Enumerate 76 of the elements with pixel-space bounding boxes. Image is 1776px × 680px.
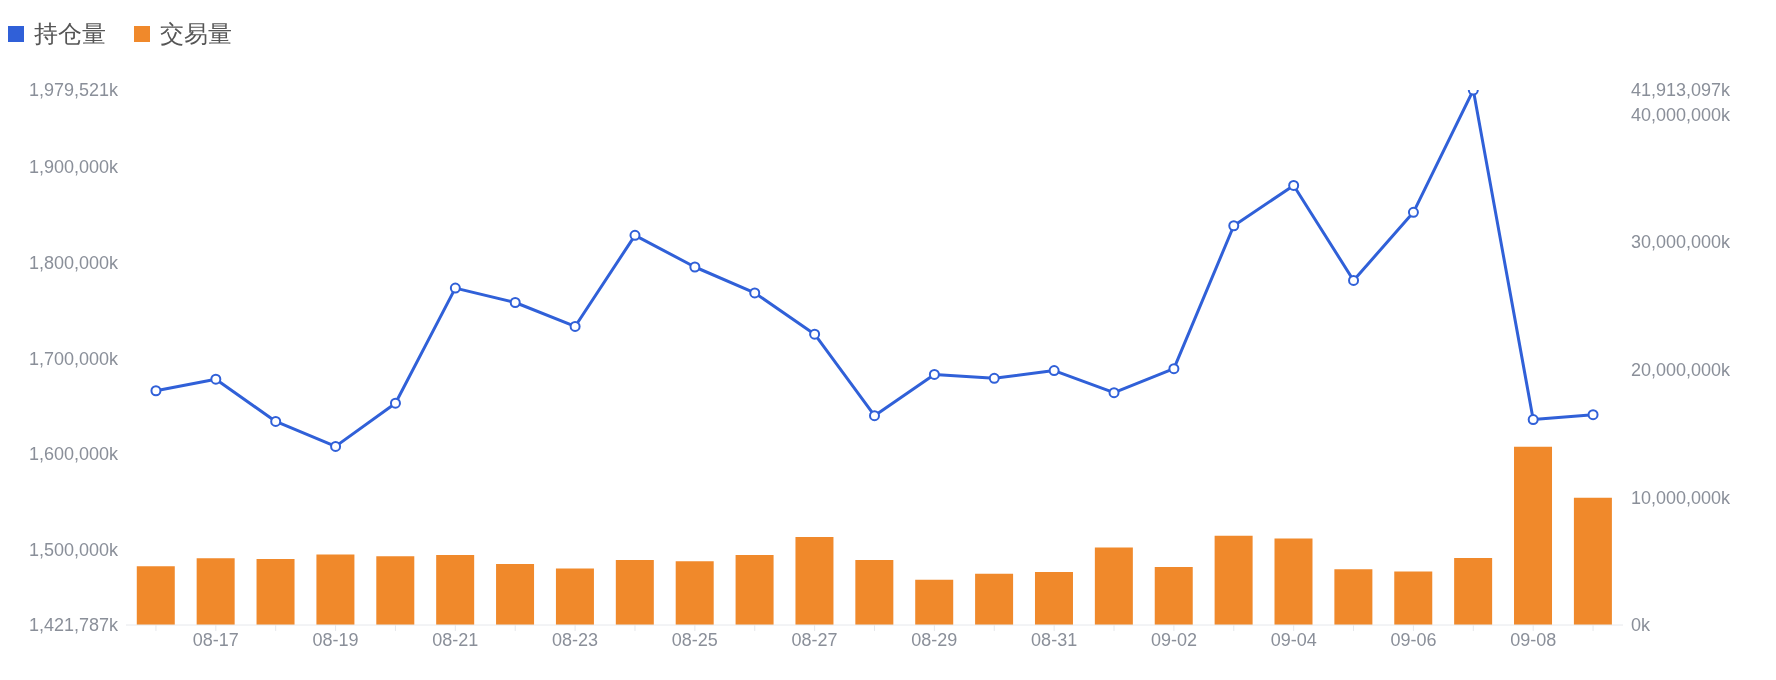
point	[749, 287, 761, 299]
y2-tick-label: 41,913,097k	[1631, 80, 1732, 101]
bar	[1573, 497, 1612, 625]
bar	[256, 558, 295, 625]
point	[210, 373, 222, 385]
x-tick-label: 09-02	[1150, 629, 1197, 650]
legend-label: 交易量	[160, 19, 232, 50]
bar	[735, 555, 774, 625]
bar	[316, 554, 355, 625]
bar	[855, 559, 894, 625]
bar	[1214, 535, 1253, 625]
y2-tick-label: 20,000,000k	[1631, 360, 1732, 381]
y-tick-label: 1,700,000k	[28, 348, 119, 369]
point	[928, 368, 940, 380]
point	[389, 397, 401, 409]
bar	[795, 537, 834, 625]
point	[1407, 206, 1419, 218]
point	[270, 415, 282, 427]
point	[449, 282, 461, 294]
x-tick-label: 09-08	[1510, 629, 1557, 650]
y2-tick-label: 10,000,000k	[1631, 487, 1732, 508]
bar	[975, 573, 1014, 625]
legend-label: 持仓量	[34, 19, 106, 50]
point	[1228, 220, 1240, 232]
point	[689, 261, 701, 273]
x-tick-label: 09-06	[1390, 629, 1437, 650]
x-tick-label: 08-23	[552, 629, 599, 650]
y2-tick-label: 0k	[1631, 615, 1652, 636]
point	[809, 328, 821, 340]
point	[629, 229, 641, 241]
y-tick-label: 1,900,000k	[28, 156, 119, 177]
x-tick-label: 08-25	[671, 629, 718, 650]
point	[569, 320, 581, 332]
point	[1108, 387, 1120, 399]
x-tick-label: 08-17	[192, 629, 239, 650]
point	[150, 385, 162, 397]
point	[1587, 409, 1599, 421]
y-tick-label: 1,979,521k	[28, 80, 119, 101]
point	[869, 410, 880, 422]
x-tick-label: 08-31	[1031, 629, 1078, 650]
point	[988, 372, 1000, 384]
point	[1168, 363, 1180, 375]
bar	[1094, 547, 1133, 625]
bar	[675, 561, 714, 625]
x-tick-label: 08-21	[432, 629, 479, 650]
x-tick-label: 08-27	[791, 629, 838, 650]
bar	[1034, 572, 1073, 625]
y-tick-label: 1,600,000k	[28, 444, 119, 465]
bar	[196, 558, 235, 625]
y-tick-label: 1,500,000k	[28, 540, 119, 561]
bar	[555, 568, 594, 625]
point	[1348, 274, 1360, 286]
point	[1048, 365, 1060, 377]
y2-tick-label: 30,000,000k	[1631, 232, 1732, 253]
y-tick-label: 1,800,000k	[28, 252, 119, 273]
x-tick-label: 08-19	[312, 629, 359, 650]
point	[1288, 179, 1300, 191]
point	[1527, 414, 1539, 426]
bar	[496, 563, 535, 625]
bar	[1154, 567, 1193, 625]
bar	[1334, 569, 1373, 625]
bar	[376, 556, 415, 625]
bar	[1514, 446, 1553, 625]
bar	[1274, 538, 1313, 625]
point	[330, 440, 342, 452]
bar	[436, 555, 475, 625]
bar	[615, 560, 654, 625]
point	[509, 296, 521, 308]
x-tick-label: 08-29	[911, 629, 958, 650]
bar	[1454, 558, 1493, 625]
y2-tick-label: 40,000,000k	[1631, 104, 1732, 125]
bar	[1394, 571, 1433, 625]
bar	[136, 566, 175, 625]
x-tick-label: 09-04	[1270, 629, 1317, 650]
y-tick-label: 1,421,787k	[28, 615, 119, 636]
bar	[915, 579, 954, 625]
